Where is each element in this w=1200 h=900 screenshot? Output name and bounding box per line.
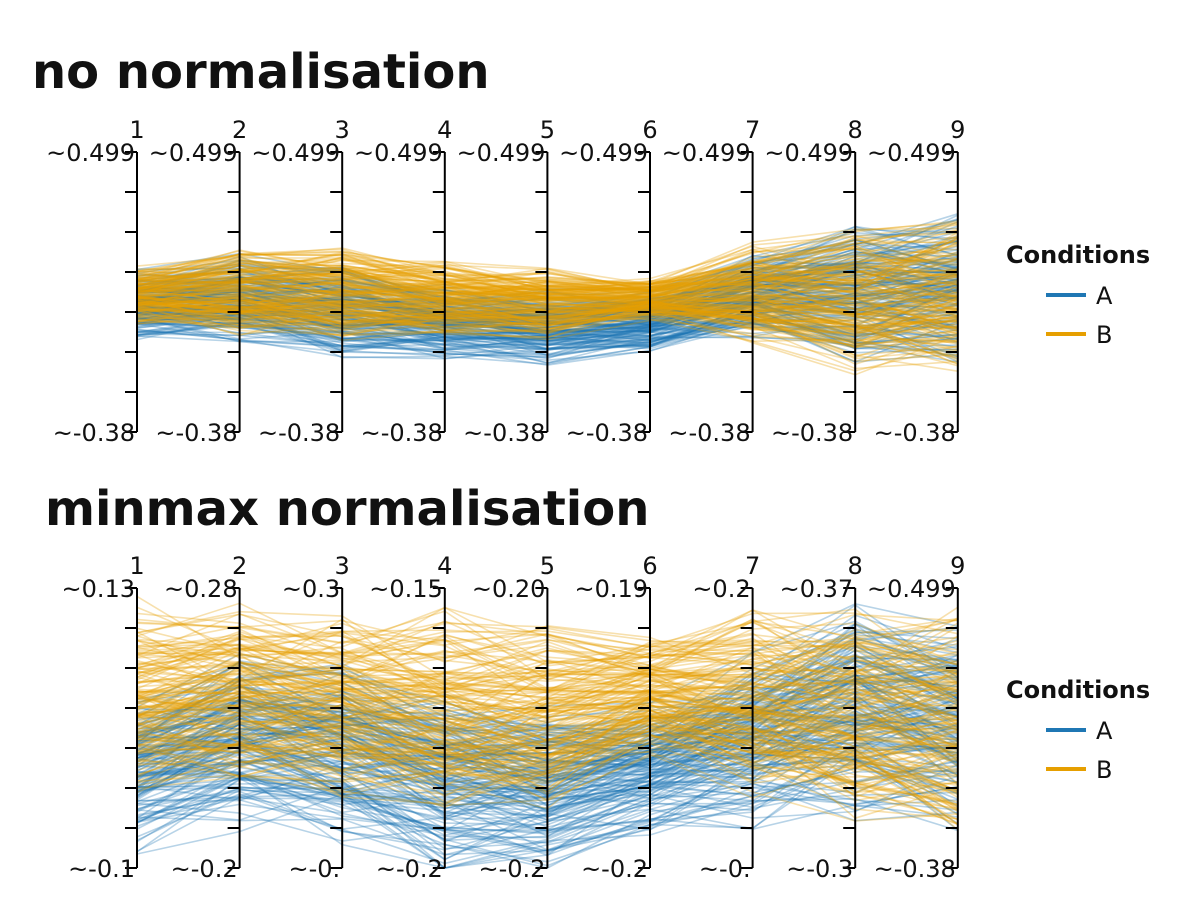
legend-label-A: A — [1096, 282, 1113, 310]
axis-name: 1 — [129, 116, 144, 144]
axis-name: 6 — [642, 116, 657, 144]
axis-3: 3~0.499 ~-0.38 — [251, 116, 349, 447]
axis-bottom-label: ~-0.38 — [771, 419, 853, 447]
axis-2: 2~0.28 ~-0.2 — [164, 552, 247, 883]
axis-6: 6~0.499 ~-0.38 — [559, 116, 657, 447]
axis-bottom-label: ~-0.38 — [566, 419, 648, 447]
axis-bottom-label: ~-0.2 — [171, 855, 238, 883]
axis-top-label: ~0.20 — [472, 575, 546, 603]
axis-5: 5~0.20 ~-0.2 — [472, 552, 555, 883]
axis-bottom-label: ~-0.2 — [478, 855, 545, 883]
axis-name: 9 — [950, 552, 965, 580]
axis-bottom-label: ~-0.38 — [258, 419, 340, 447]
chart-panel-2: minmax normalisation1~0.13~-0.12~0.28~-0… — [45, 481, 1150, 883]
axis-bottom-label: ~-0.2 — [581, 855, 648, 883]
axis-9: 9~0.499 ~-0.38 — [867, 116, 965, 447]
axis-bottom-label: ~-0.38 — [668, 419, 750, 447]
axis-top-label: ~0.499 — [867, 139, 956, 167]
axis-bottom-label: ~-0.1 — [68, 855, 135, 883]
axis-3: 3~0.3 ~-0. — [282, 552, 350, 883]
axis-top-label: ~0.499 — [457, 139, 546, 167]
axis-name: 4 — [437, 552, 452, 580]
axis-9: 9~0.499 ~-0.38 — [867, 552, 965, 883]
axis-bottom-label: ~-0.38 — [874, 419, 956, 447]
axis-top-label: ~0.15 — [369, 575, 443, 603]
axis-6: 6~0.19 ~-0.2 — [574, 552, 657, 883]
axis-top-label: ~0.499 — [46, 139, 135, 167]
axis-name: 5 — [540, 552, 555, 580]
axis-name: 9 — [950, 116, 965, 144]
axis-top-label: ~0.499 — [149, 139, 238, 167]
axis-bottom-label: ~-0.38 — [53, 419, 135, 447]
axis-name: 8 — [848, 116, 863, 144]
legend-label-A: A — [1096, 717, 1113, 745]
axis-bottom-label: ~-0.3 — [786, 855, 853, 883]
axis-top-label: ~0.19 — [574, 575, 648, 603]
axis-bottom-label: ~-0. — [699, 855, 751, 883]
axis-name: 5 — [540, 116, 555, 144]
axis-1: 1~0.13 ~-0.1 — [61, 552, 144, 883]
axis-4: 4~0.15 ~-0.2 — [369, 552, 452, 883]
legend: Conditions AB — [1006, 676, 1150, 784]
axis-2: 2~0.499 ~-0.38 — [149, 116, 247, 447]
axis-name: 7 — [745, 116, 760, 144]
axis-top-label: ~0.499 — [867, 575, 956, 603]
axis-name: 3 — [335, 116, 350, 144]
legend-title: Conditions — [1006, 676, 1150, 704]
axis-top-label: ~0.499 — [251, 139, 340, 167]
axis-name: 2 — [232, 116, 247, 144]
legend: Conditions AB — [1006, 241, 1150, 349]
axes: 1~0.13~-0.12~0.28~-0.23~0.3~-0.4~0.15~-0… — [61, 552, 965, 883]
axis-name: 3 — [335, 552, 350, 580]
axis-8: 8~0.37 ~-0.3 — [780, 552, 863, 883]
axis-top-label: ~0.2 — [692, 575, 750, 603]
axis-name: 8 — [848, 552, 863, 580]
axis-bottom-label: ~-0. — [289, 855, 341, 883]
axis-top-label: ~0.3 — [282, 575, 340, 603]
axis-4: 4~0.499 ~-0.38 — [354, 116, 452, 447]
axis-1: 1~0.499 ~-0.38 — [46, 116, 144, 447]
chart-title: minmax normalisation — [45, 481, 649, 537]
axis-bottom-label: ~-0.38 — [155, 419, 237, 447]
axis-5: 5~0.499 ~-0.38 — [457, 116, 555, 447]
axis-name: 6 — [642, 552, 657, 580]
axis-top-label: ~0.499 — [354, 139, 443, 167]
axis-top-label: ~0.499 — [764, 139, 853, 167]
axis-bottom-label: ~-0.38 — [361, 419, 443, 447]
axis-name: 4 — [437, 116, 452, 144]
legend-label-B: B — [1096, 756, 1112, 784]
axis-bottom-label: ~-0.38 — [874, 855, 956, 883]
legend-title: Conditions — [1006, 241, 1150, 269]
axes: 1~0.499~-0.382~0.499~-0.383~0.499~-0.384… — [46, 116, 965, 447]
axis-7: 7~0.499 ~-0.38 — [662, 116, 760, 447]
axis-8: 8~0.499 ~-0.38 — [764, 116, 862, 447]
chart-title: no normalisation — [32, 44, 490, 100]
axis-7: 7~0.2 ~-0. — [692, 552, 760, 883]
axis-bottom-label: ~-0.2 — [376, 855, 443, 883]
chart-panel-1: no normalisation1~0.499~-0.382~0.499~-0.… — [32, 44, 1150, 447]
axis-name: 1 — [129, 552, 144, 580]
axis-name: 2 — [232, 552, 247, 580]
axis-top-label: ~0.499 — [662, 139, 751, 167]
legend-label-B: B — [1096, 321, 1112, 349]
axis-top-label: ~0.499 — [559, 139, 648, 167]
axis-top-label: ~0.37 — [780, 575, 854, 603]
axis-name: 7 — [745, 552, 760, 580]
axis-bottom-label: ~-0.38 — [463, 419, 545, 447]
axis-top-label: ~0.13 — [61, 575, 135, 603]
axis-top-label: ~0.28 — [164, 575, 238, 603]
